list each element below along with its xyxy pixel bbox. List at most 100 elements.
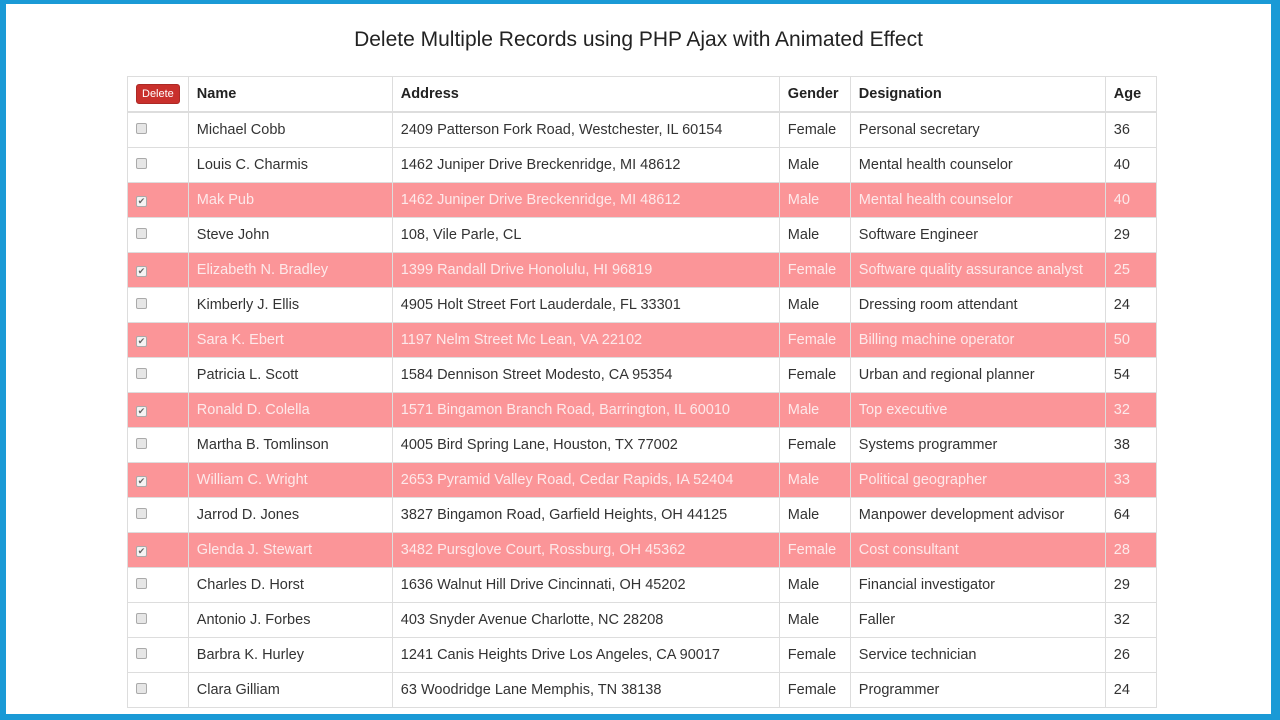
- checkbox-cell: [127, 637, 189, 673]
- cell-gender: Female: [778, 672, 851, 708]
- cell-name: Martha B. Tomlinson: [187, 427, 393, 463]
- cell-name: Charles D. Horst: [187, 567, 393, 603]
- checkbox-cell: [127, 217, 189, 253]
- cell-gender: Male: [778, 602, 851, 638]
- cell-designation: Dressing room attendant: [849, 287, 1106, 323]
- cell-gender: Female: [778, 357, 851, 393]
- cell-age: 40: [1104, 147, 1157, 183]
- checkbox-cell: [127, 497, 189, 533]
- cell-designation: Mental health counselor: [849, 147, 1106, 183]
- table-row: Patricia L. Scott 1584 Dennison Street Mo…: [127, 357, 1157, 393]
- row-checkbox[interactable]: [136, 578, 147, 589]
- cell-address: 1462 Juniper Drive Breckenridge, MI 4861…: [391, 147, 780, 183]
- cell-address: 2409 Patterson Fork Road, Westchester, I…: [391, 111, 780, 148]
- row-checkbox[interactable]: ✔: [136, 336, 147, 347]
- cell-designation: Software Engineer: [849, 217, 1106, 253]
- checkbox-cell: ✔: [127, 252, 189, 288]
- cell-designation: Billing machine operator: [849, 322, 1106, 358]
- cell-gender: Male: [778, 217, 851, 253]
- cell-age: 29: [1104, 217, 1157, 253]
- checkbox-cell: [127, 602, 189, 638]
- cell-age: 24: [1104, 287, 1157, 323]
- row-checkbox[interactable]: [136, 123, 147, 134]
- cell-age: 32: [1104, 602, 1157, 638]
- cell-gender: Female: [778, 322, 851, 358]
- cell-designation: Service technician: [849, 637, 1106, 673]
- table-row: Michael Cobb 2409 Patterson Fork Road, We…: [127, 111, 1157, 148]
- checkbox-cell: [127, 111, 189, 148]
- cell-address: 403 Snyder Avenue Charlotte, NC 28208: [391, 602, 780, 638]
- row-checkbox[interactable]: [136, 613, 147, 624]
- cell-address: 3482 Pursglove Court, Rossburg, OH 45362: [391, 532, 780, 568]
- header-gender[interactable]: Gender: [778, 76, 851, 113]
- cell-gender: Male: [778, 567, 851, 603]
- cell-address: 1571 Bingamon Branch Road, Barrington, I…: [391, 392, 780, 428]
- cell-name: Sara K. Ebert: [187, 322, 393, 358]
- header-address[interactable]: Address: [391, 76, 780, 113]
- table-row: ✔ Sara K. Ebert 1197 Nelm Street Mc Lean, …: [127, 322, 1157, 358]
- cell-name: Ronald D. Colella: [187, 392, 393, 428]
- row-checkbox[interactable]: [136, 683, 147, 694]
- table-row: Steve John 108, Vile Parle, CL Male Softwar…: [127, 217, 1157, 253]
- checkbox-cell: ✔: [127, 182, 189, 218]
- cell-name: Barbra K. Hurley: [187, 637, 393, 673]
- checkbox-cell: [127, 287, 189, 323]
- cell-gender: Male: [778, 392, 851, 428]
- table-row: Antonio J. Forbes 403 Snyder Avenue Charl…: [127, 602, 1157, 638]
- row-checkbox[interactable]: [136, 368, 147, 379]
- cell-name: Glenda J. Stewart: [187, 532, 393, 568]
- header-name[interactable]: Name: [187, 76, 393, 113]
- cell-gender: Male: [778, 462, 851, 498]
- cell-gender: Male: [778, 182, 851, 218]
- cell-name: Steve John: [187, 217, 393, 253]
- delete-button[interactable]: Delete: [136, 84, 180, 104]
- cell-age: 36: [1104, 111, 1157, 148]
- header-delete-cell: Delete: [127, 76, 189, 113]
- row-checkbox[interactable]: [136, 298, 147, 309]
- header-age[interactable]: Age: [1104, 76, 1157, 113]
- checkbox-cell: ✔: [127, 462, 189, 498]
- row-checkbox[interactable]: ✔: [136, 266, 147, 277]
- cell-age: 24: [1104, 672, 1157, 708]
- cell-address: 63 Woodridge Lane Memphis, TN 38138: [391, 672, 780, 708]
- table-row: Clara Gilliam 63 Woodridge Lane Memphis, …: [127, 672, 1157, 708]
- cell-address: 1197 Nelm Street Mc Lean, VA 22102: [391, 322, 780, 358]
- checkbox-cell: [127, 357, 189, 393]
- checkbox-cell: ✔: [127, 392, 189, 428]
- records-table: Delete Name Address Gender Designation A…: [127, 76, 1157, 708]
- row-checkbox[interactable]: [136, 228, 147, 239]
- cell-address: 1636 Walnut Hill Drive Cincinnati, OH 45…: [391, 567, 780, 603]
- table-row: Barbra K. Hurley 1241 Canis Heights Drive…: [127, 637, 1157, 673]
- checkbox-cell: [127, 567, 189, 603]
- header-designation[interactable]: Designation: [849, 76, 1106, 113]
- table-row: Kimberly J. Ellis 4905 Holt Street Fort L…: [127, 287, 1157, 323]
- cell-name: Jarrod D. Jones: [187, 497, 393, 533]
- cell-name: Patricia L. Scott: [187, 357, 393, 393]
- table-row: ✔ Elizabeth N. Bradley 1399 Randall Drive …: [127, 252, 1157, 288]
- cell-name: William C. Wright: [187, 462, 393, 498]
- cell-name: Louis C. Charmis: [187, 147, 393, 183]
- cell-gender: Female: [778, 252, 851, 288]
- row-checkbox[interactable]: ✔: [136, 406, 147, 417]
- cell-name: Mak Pub: [187, 182, 393, 218]
- cell-designation: Urban and regional planner: [849, 357, 1106, 393]
- row-checkbox[interactable]: [136, 438, 147, 449]
- cell-age: 40: [1104, 182, 1157, 218]
- cell-age: 29: [1104, 567, 1157, 603]
- cell-name: Clara Gilliam: [187, 672, 393, 708]
- row-checkbox[interactable]: ✔: [136, 476, 147, 487]
- table-row: ✔ Mak Pub 1462 Juniper Drive Breckenridge,…: [127, 182, 1157, 218]
- row-checkbox[interactable]: ✔: [136, 546, 147, 557]
- cell-gender: Female: [778, 532, 851, 568]
- cell-age: 28: [1104, 532, 1157, 568]
- cell-address: 4905 Holt Street Fort Lauderdale, FL 333…: [391, 287, 780, 323]
- cell-age: 38: [1104, 427, 1157, 463]
- table-row: ✔ William C. Wright 2653 Pyramid Valley Ro…: [127, 462, 1157, 498]
- row-checkbox[interactable]: [136, 158, 147, 169]
- row-checkbox[interactable]: [136, 508, 147, 519]
- cell-name: Antonio J. Forbes: [187, 602, 393, 638]
- cell-gender: Female: [778, 111, 851, 148]
- row-checkbox[interactable]: [136, 648, 147, 659]
- row-checkbox[interactable]: ✔: [136, 196, 147, 207]
- cell-gender: Female: [778, 427, 851, 463]
